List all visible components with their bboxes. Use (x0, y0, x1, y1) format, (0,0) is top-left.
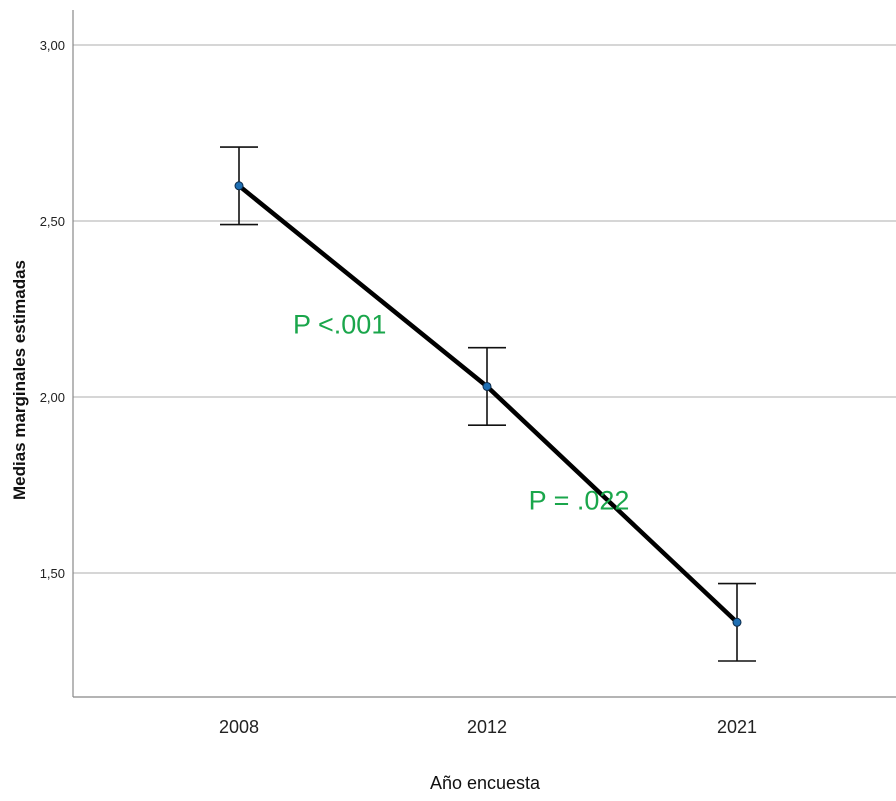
x-axis-title: Año encuesta (430, 773, 541, 793)
data-point (732, 617, 742, 627)
y-tick-label: 2,00 (40, 390, 65, 405)
series (220, 146, 756, 662)
p-value-annotation: P <.001 (293, 310, 386, 340)
gridlines (73, 44, 896, 574)
data-point (234, 181, 244, 191)
x-tick-label: 2021 (717, 717, 757, 737)
y-tick-label: 1,50 (40, 566, 65, 581)
y-tick-labels: 1,50 2,00 2,50 3,00 (40, 38, 65, 581)
data-point (482, 381, 492, 391)
p-value-annotation: P = .022 (529, 486, 630, 516)
y-tick-label: 2,50 (40, 214, 65, 229)
annotations: P <.001 P = .022 (293, 310, 629, 516)
x-tick-label: 2008 (219, 717, 259, 737)
y-axis-title: Medias marginales estimadas (10, 260, 29, 500)
series-line (236, 183, 740, 625)
x-tick-labels: 2008 2012 2021 (219, 717, 757, 737)
x-tick-label: 2012 (467, 717, 507, 737)
y-tick-label: 3,00 (40, 38, 65, 53)
